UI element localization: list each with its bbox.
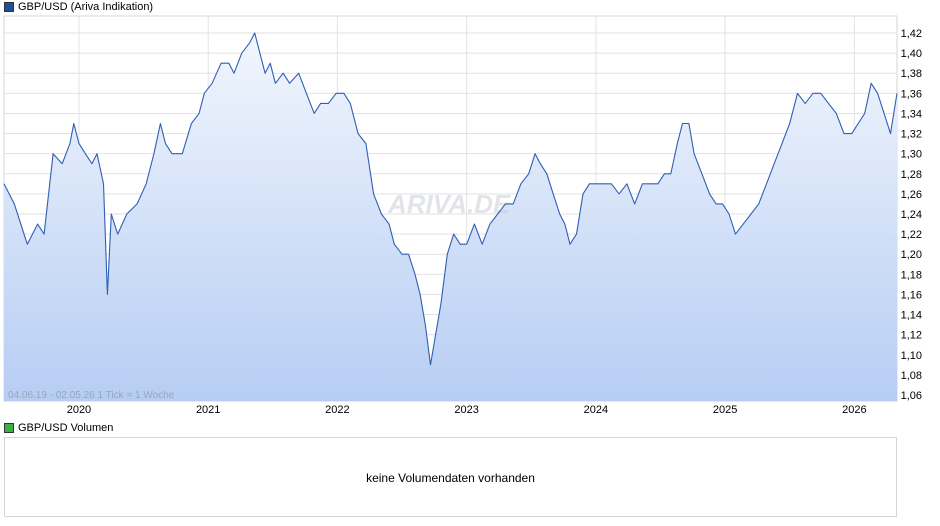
y-tick-label: 1,12 [901,330,922,342]
price-series-line [3,32,898,366]
y-tick-label: 1,06 [901,390,922,402]
x-tick-label: 2020 [67,404,91,416]
watermark: ARIVA.DE [387,189,511,219]
volume-legend-swatch [4,423,14,433]
x-tick-label: 2026 [842,404,866,416]
volume-legend: GBP/USD Volumen [4,421,113,435]
price-area-fill [4,33,897,401]
price-legend-swatch [4,2,14,12]
price-chart: ARIVA.DE 1,42 1,40 1,38 1,36 1,34 1,32 1,30 1,2… [3,15,922,416]
y-tick-label: 1,20 [901,249,922,261]
y-tick-label: 1,36 [901,88,922,100]
x-tick-label: 2022 [325,404,349,416]
range-note: 04.06.19 - 02.05.26 1 Tick = 1 Woche [8,390,175,401]
y-tick-label: 1,08 [901,370,922,382]
y-tick-label: 1,42 [901,28,922,40]
y-tick-label: 1,22 [901,229,922,241]
y-tick-label: 1,24 [901,209,922,221]
x-tick-label: 2021 [196,404,220,416]
y-tick-label: 1,10 [901,350,922,362]
y-axis: 1,42 1,40 1,38 1,36 1,34 1,32 1,30 1,28 1,26 1,24… [901,28,922,402]
volume-legend-label: GBP/USD Volumen [18,422,114,434]
x-tick-label: 2023 [454,404,478,416]
y-tick-label: 1,28 [901,169,922,181]
y-tick-label: 1,16 [901,289,922,301]
y-tick-label: 1,32 [901,129,922,141]
y-tick-label: 1,38 [901,68,922,80]
y-tick-label: 1,14 [901,310,922,322]
y-tick-label: 1,30 [901,149,922,161]
x-axis: 2020 2021 2022 2023 2024 2025 2026 [67,404,867,416]
y-tick-label: 1,40 [901,48,922,60]
y-tick-label: 1,18 [901,269,922,281]
volume-panel: keine Volumendaten vorhanden [4,437,897,517]
price-legend: GBP/USD (Ariva Indikation) [4,0,153,14]
x-tick-label: 2024 [584,404,608,416]
y-tick-label: 1,26 [901,189,922,201]
volume-empty-message: keine Volumendaten vorhanden [366,471,535,485]
x-tick-label: 2025 [713,404,737,416]
price-legend-label: GBP/USD (Ariva Indikation) [18,1,154,13]
y-tick-label: 1,34 [901,108,922,120]
